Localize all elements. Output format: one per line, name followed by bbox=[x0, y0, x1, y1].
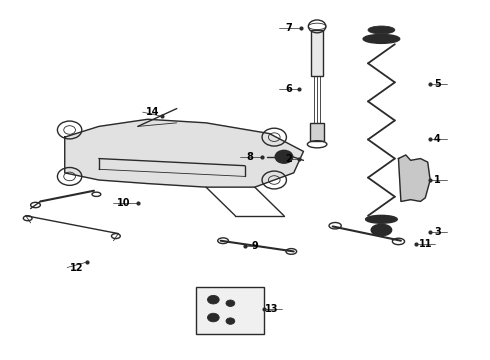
Text: 2: 2 bbox=[286, 154, 292, 163]
Ellipse shape bbox=[368, 26, 395, 34]
Text: 10: 10 bbox=[117, 198, 130, 208]
Ellipse shape bbox=[366, 215, 397, 223]
Polygon shape bbox=[65, 119, 303, 187]
Text: 12: 12 bbox=[70, 262, 84, 273]
Text: 14: 14 bbox=[146, 107, 159, 117]
Bar bbox=[311, 30, 323, 76]
Text: 11: 11 bbox=[418, 239, 432, 249]
Circle shape bbox=[275, 150, 293, 163]
Circle shape bbox=[207, 296, 219, 304]
Text: 3: 3 bbox=[434, 227, 441, 237]
Text: 6: 6 bbox=[286, 84, 292, 94]
Text: 9: 9 bbox=[251, 241, 258, 251]
Text: 7: 7 bbox=[286, 23, 292, 33]
Ellipse shape bbox=[363, 35, 400, 43]
Circle shape bbox=[207, 313, 219, 322]
Text: 13: 13 bbox=[265, 304, 278, 314]
Bar bbox=[310, 123, 324, 141]
Circle shape bbox=[226, 318, 235, 324]
Text: 4: 4 bbox=[434, 134, 441, 144]
Text: 1: 1 bbox=[434, 175, 441, 185]
Text: 5: 5 bbox=[434, 78, 441, 89]
Ellipse shape bbox=[371, 224, 392, 236]
Bar bbox=[196, 287, 265, 334]
Polygon shape bbox=[398, 155, 430, 202]
Circle shape bbox=[226, 300, 235, 306]
Text: 8: 8 bbox=[246, 152, 253, 162]
